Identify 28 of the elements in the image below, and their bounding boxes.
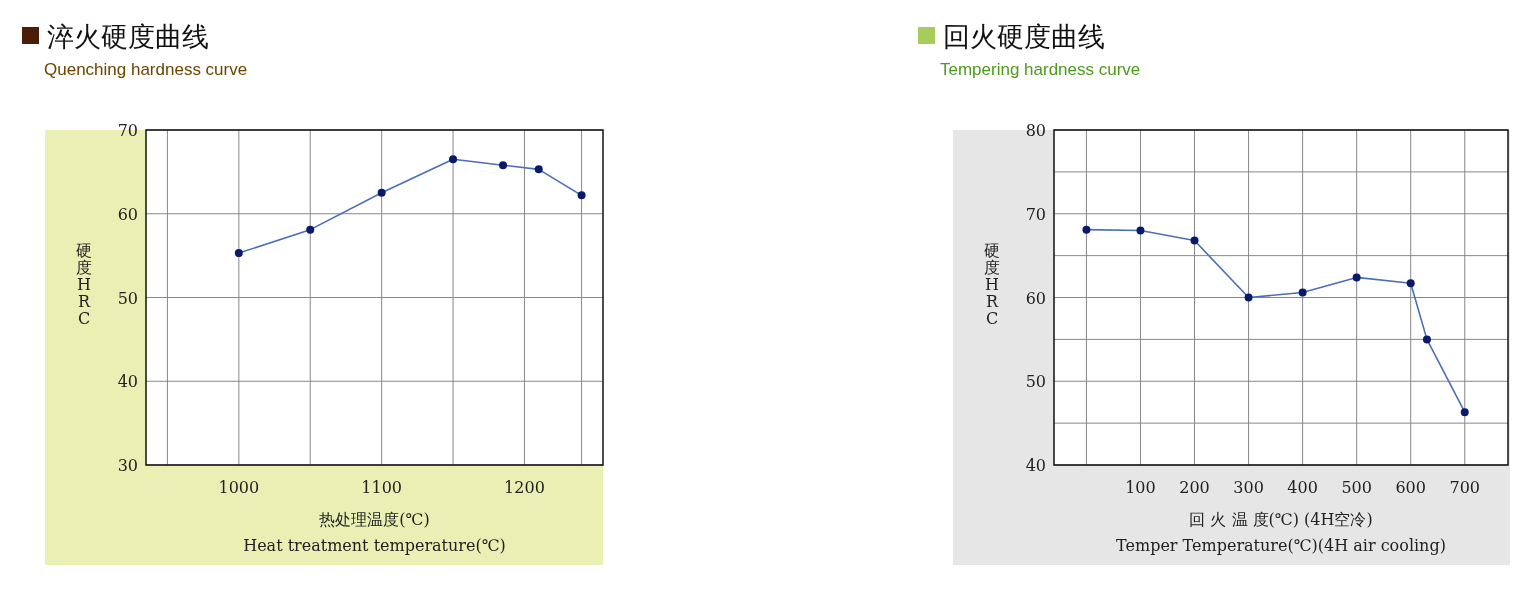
y-tick-label: 50 <box>1025 372 1046 392</box>
x-tick-label: 1200 <box>504 478 545 497</box>
y-tick-label: 80 <box>1025 121 1046 140</box>
x-axis-title: 热处理温度(℃) Heat treatment temperature(℃) <box>243 510 506 555</box>
y-tick-label: 60 <box>117 204 138 224</box>
x-tick-label: 200 <box>1179 478 1210 497</box>
x-tick-label: 400 <box>1287 478 1318 497</box>
x-tick-label: 500 <box>1341 478 1372 497</box>
x-tick-label: 700 <box>1449 478 1481 497</box>
y-tick-label: 70 <box>1025 204 1046 224</box>
y-tick-label: 40 <box>117 372 138 392</box>
chart-subtitle: Tempering hardness curve <box>940 60 1141 79</box>
y-tick-label: 30 <box>117 456 138 475</box>
y-axis-title: 硬度HRC <box>984 240 1000 328</box>
y-tick-label: 70 <box>117 121 138 140</box>
x-tick-label: 1100 <box>361 478 402 497</box>
x-tick-label: 600 <box>1395 478 1426 497</box>
chart-title: 淬火硬度曲线 <box>47 22 209 52</box>
chart-subtitle: Quenching hardness curve <box>44 60 248 79</box>
y-tick-label: 50 <box>117 288 138 308</box>
x-tick-label: 1000 <box>218 478 260 497</box>
x-tick-label: 100 <box>1125 478 1156 497</box>
x-axis-title: 回 火 温 度(℃) (4H空冷) Temper Temperature(℃)(4H air cooling) <box>1116 510 1446 555</box>
chart-title: 回火硬度曲线 <box>943 22 1105 52</box>
x-tick-label: 300 <box>1233 478 1264 497</box>
y-tick-label: 60 <box>1025 288 1046 308</box>
y-tick-label: 40 <box>1025 456 1046 475</box>
y-axis-title: 硬度HRC <box>76 240 92 328</box>
